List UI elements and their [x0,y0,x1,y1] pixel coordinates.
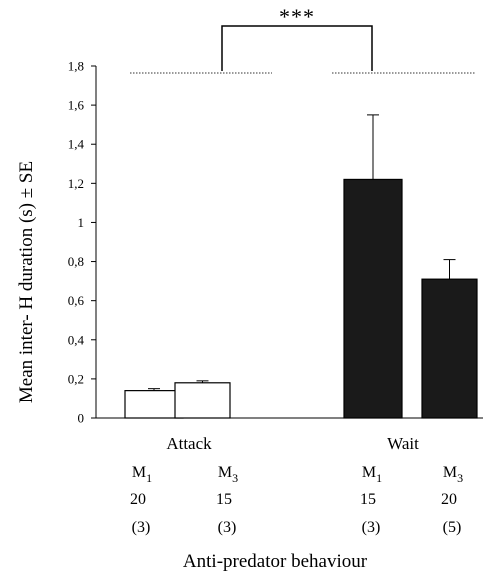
male-subscript: 1 [146,471,152,485]
y-axis-title: Mean inter- H duration (s) ± SE [16,161,37,403]
y-tick-label: 1,8 [68,59,84,74]
n-label: 20 [441,491,457,508]
significance-bracket [221,25,373,71]
male-label: M3 [218,464,238,485]
axes: 0 0,2 0,4 0,6 0,8 1 1,2 1,4 1,6 1,8 [68,59,483,426]
n-paren-label: (3) [362,519,381,536]
y-tick-label: 1 [78,215,85,230]
male-letter: M [132,464,146,481]
n-label: 20 [130,491,146,508]
male-label: M1 [362,464,382,485]
bar [174,382,231,419]
bar [421,278,478,419]
n-label: 15 [216,491,232,508]
y-tick-label: 0,6 [68,293,85,308]
male-subscript: 3 [457,471,463,485]
male-subscript: 1 [376,471,382,485]
y-tick-label: 1,4 [68,137,85,152]
y-tick-label: 0,8 [68,254,84,269]
male-letter: M [362,464,376,481]
bars [124,114,478,419]
male-subscript: 3 [232,471,238,485]
significance-stars: *** [279,4,315,29]
y-tick-label: 0,2 [68,371,84,386]
x-axis-title: Anti-predator behaviour [183,551,368,572]
group-label: Wait [387,434,419,453]
n-label: 15 [360,491,376,508]
male-label: M3 [443,464,463,485]
male-letter: M [443,464,457,481]
y-tick-label: 1,2 [68,176,84,191]
n-paren-label: (3) [132,519,151,536]
n-paren-label: (3) [218,519,237,536]
y-tick-label: 1,6 [68,98,85,113]
n-paren-label: (5) [443,519,462,536]
y-tick-label: 0 [78,411,85,426]
male-letter: M [218,464,232,481]
bar [124,390,184,419]
male-label: M1 [132,464,152,485]
group-label: Attack [166,434,212,453]
y-tick-label: 0,4 [68,332,85,347]
bar [343,178,403,419]
significance: *** [130,4,476,74]
